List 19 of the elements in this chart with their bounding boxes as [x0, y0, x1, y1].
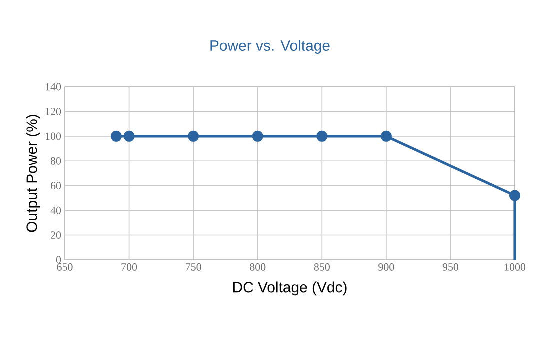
x-axis-title: DC Voltage (Vdc) — [234, 282, 347, 296]
x-tick-label: 950 — [442, 264, 459, 271]
x-tick-label: 900 — [378, 264, 394, 271]
x-tick-label: 800 — [250, 264, 266, 271]
x-tick-label: 650 — [57, 264, 73, 271]
y-tick-label: 0 — [56, 256, 62, 264]
y-tick-label: 60 — [50, 182, 62, 190]
x-tick-label: 700 — [122, 264, 138, 271]
y-tick-label: 140 — [46, 83, 62, 91]
y-tick-label: 120 — [46, 108, 62, 116]
y-tick-label: 20 — [51, 232, 62, 239]
x-tick-label: 750 — [186, 264, 202, 271]
x-tick-label: 1000 — [505, 264, 526, 271]
y-tick-label: 40 — [50, 206, 62, 214]
chart-title: Power vs. Voltage — [210, 40, 330, 54]
y-axis-title: Output Power (%) — [26, 115, 40, 232]
y-tick-label: 100 — [46, 132, 62, 140]
y-tick-label: 80 — [50, 157, 62, 165]
x-tick-label: 850 — [314, 264, 330, 271]
